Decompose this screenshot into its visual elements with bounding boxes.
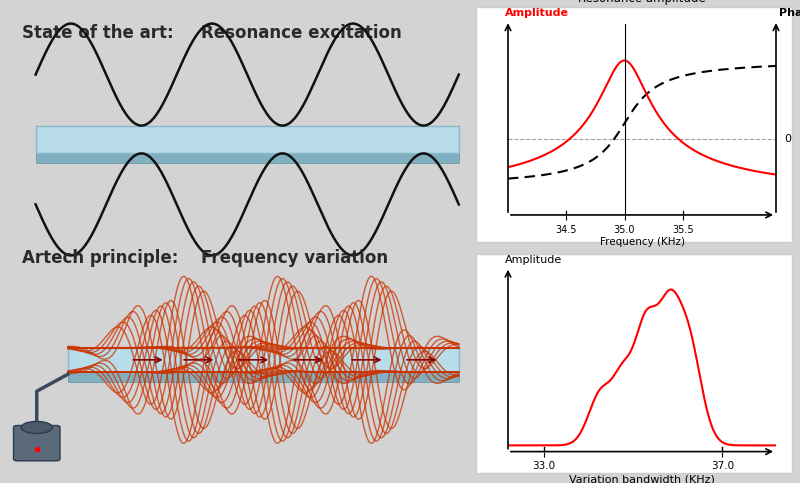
Text: Amplitude: Amplitude — [506, 255, 562, 265]
Text: Artech principle:: Artech principle: — [22, 249, 178, 267]
Text: State of the art:: State of the art: — [22, 24, 174, 42]
Bar — [68, 372, 459, 382]
Text: Amplitude: Amplitude — [506, 8, 570, 18]
Bar — [35, 126, 459, 154]
Ellipse shape — [21, 421, 52, 434]
Text: Resonance excitation: Resonance excitation — [202, 24, 402, 42]
Text: Phase: Phase — [778, 8, 800, 18]
Text: Resonance amplitude: Resonance amplitude — [578, 0, 706, 5]
X-axis label: Frequency (KHz): Frequency (KHz) — [599, 238, 685, 247]
Text: 0: 0 — [784, 134, 791, 143]
Bar — [68, 348, 459, 372]
X-axis label: Variation bandwidth (KHz): Variation bandwidth (KHz) — [569, 474, 715, 483]
FancyBboxPatch shape — [14, 426, 60, 461]
Bar — [35, 154, 459, 163]
Text: Frequency variation: Frequency variation — [202, 249, 388, 267]
